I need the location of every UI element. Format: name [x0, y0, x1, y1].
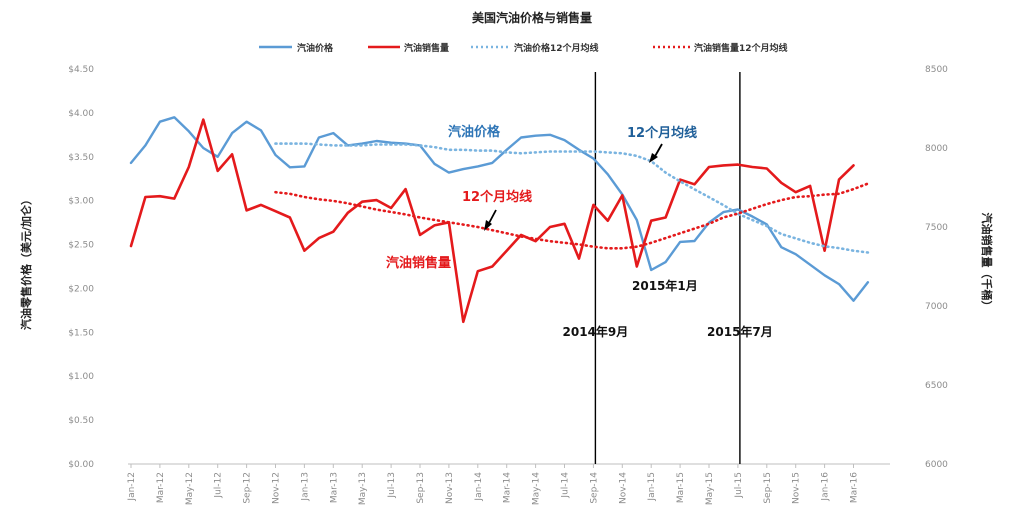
x-tick-label: Nov-13 — [445, 472, 455, 504]
event-lines: 2014年9月 2015年7月 — [563, 72, 773, 464]
x-tick-label: Sep-15 — [763, 472, 773, 504]
x-tick-label: Jan-14 — [474, 472, 484, 502]
annotation-price: 汽油价格 — [448, 124, 501, 140]
y-left-tick-label: $2.50 — [68, 241, 94, 251]
x-tick-label: Mar-15 — [676, 472, 686, 503]
x-tick-label: Mar-12 — [156, 472, 166, 503]
legend-label-price-ma: 汽油价格12个月均线 — [514, 42, 599, 54]
legend-label-sales-ma: 汽油销售量12个月均线 — [694, 42, 788, 54]
x-tick-label: Sep-14 — [589, 472, 599, 504]
event-line-label: 2015年7月 — [707, 324, 773, 339]
x-tick-label: May-14 — [532, 472, 542, 505]
y-axis-left-label: 汽油零售价格（美元/加仑） — [19, 194, 33, 330]
x-tick-label: Mar-13 — [329, 472, 339, 503]
y-right-tick-label: 6000 — [925, 460, 948, 470]
chart-title: 美国汽油价格与销售量 — [472, 10, 592, 25]
x-tick-label: Nov-14 — [618, 472, 628, 504]
y-left-tick-label: $3.50 — [68, 153, 94, 163]
y-left-tick-label: $1.50 — [68, 328, 94, 338]
y-left-tick-label: $3.00 — [68, 197, 94, 207]
x-tick-label: Nov-12 — [272, 472, 282, 504]
x-axis: Jan-12 Mar-12 May-12 Jul-12 Sep-12 Nov-12 Jan-… — [127, 464, 860, 505]
y-right-tick-label: 8500 — [925, 65, 948, 75]
y-axis-right-label: 汽油销售量（千桶） — [980, 213, 994, 312]
y-right-tick-label: 6500 — [925, 381, 948, 391]
y-left-tick-label: $4.50 — [68, 65, 94, 75]
x-tick-label: May-12 — [185, 472, 195, 505]
y-right-tick-label: 8000 — [925, 144, 948, 154]
x-tick-label: Jan-13 — [300, 472, 310, 502]
x-tick-label: May-13 — [358, 472, 368, 505]
x-tick-label: Mar-14 — [503, 472, 513, 503]
legend-label-sales: 汽油销售量 — [404, 42, 449, 54]
x-tick-label: Jul-15 — [734, 472, 744, 499]
y-left-tick-label: $1.00 — [68, 372, 94, 382]
legend-label-price: 汽油价格 — [297, 42, 334, 54]
series-line-price — [129, 116, 870, 302]
series-line-price-ma — [274, 142, 870, 254]
legend: 汽油价格 汽油销售量 汽油价格12个月均线 汽油销售量12个月均线 — [259, 42, 788, 54]
arrow-ma-blue-head — [649, 153, 658, 163]
x-tick-label: Sep-12 — [243, 472, 253, 504]
series-line-sales-ma — [274, 182, 870, 250]
x-tick-label: Jan-16 — [821, 472, 831, 502]
x-tick-label: Jul-13 — [387, 472, 397, 499]
annotation-ma-blue: 12个月均线 — [627, 125, 697, 141]
x-tick-label: Sep-13 — [416, 472, 426, 504]
x-tick-label: Nov-15 — [792, 472, 802, 504]
x-tick-label: May-15 — [705, 472, 715, 505]
y-left-tick-label: $2.00 — [68, 284, 94, 294]
annotation-ma-red: 12个月均线 — [462, 189, 532, 205]
x-tick-label: Mar-16 — [850, 472, 860, 503]
y-left-tick-label: $4.00 — [68, 109, 94, 119]
arrow-ma-red-head — [484, 220, 492, 231]
y-axis-left: $0.00 $0.50 $1.00 $1.50 $2.00 $2.50 $3.00 $3.50… — [68, 65, 94, 470]
y-axis-right: 6000 6500 7000 7500 8000 8500 — [925, 65, 948, 470]
annotation-sales: 汽油销售量 — [386, 255, 451, 271]
y-right-tick-label: 7500 — [925, 223, 948, 233]
x-tick-label: Jan-15 — [647, 472, 657, 502]
series-line-sales — [129, 118, 855, 324]
y-right-tick-label: 7000 — [925, 302, 948, 312]
y-left-tick-label: $0.50 — [68, 416, 94, 426]
annotation-jan2015: 2015年1月 — [632, 278, 698, 293]
y-left-tick-label: $0.00 — [68, 460, 94, 470]
x-tick-label: Jul-12 — [214, 472, 224, 499]
x-tick-label: Jul-14 — [561, 472, 571, 499]
x-tick-label: Jan-12 — [127, 472, 137, 502]
series-group — [129, 116, 870, 324]
event-line-label: 2014年9月 — [563, 324, 629, 339]
annotations: 汽油价格 12个月均线 12个月均线 汽油销售量 2015年1月 — [386, 124, 698, 293]
